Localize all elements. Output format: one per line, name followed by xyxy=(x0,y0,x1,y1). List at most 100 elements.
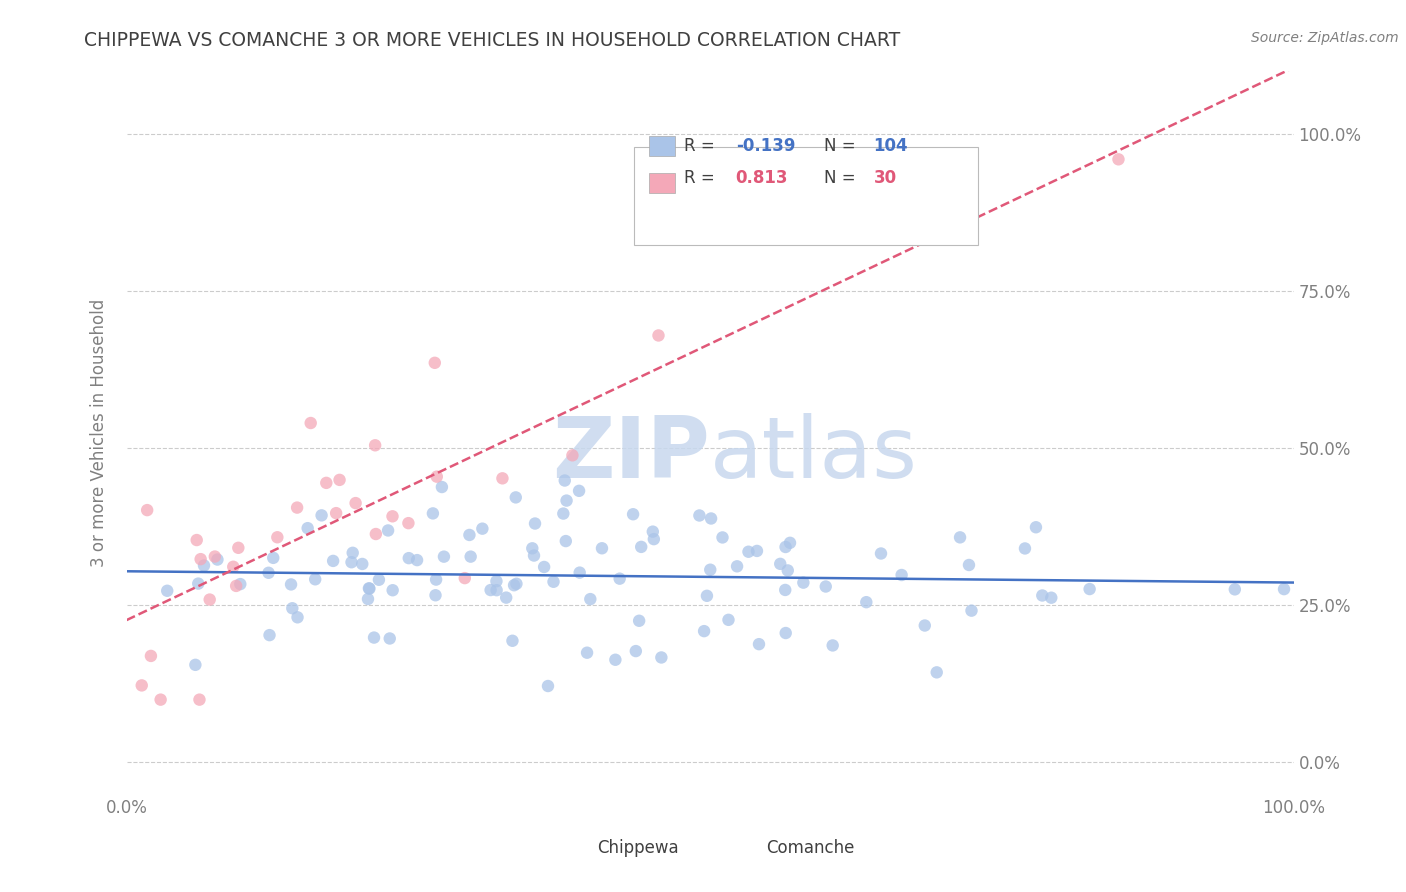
Point xyxy=(364,438,387,452)
Point xyxy=(257,566,280,580)
Point xyxy=(779,536,801,550)
Point xyxy=(262,550,284,565)
FancyBboxPatch shape xyxy=(634,147,979,244)
Point xyxy=(523,549,546,563)
Point xyxy=(315,475,337,490)
Point xyxy=(329,473,352,487)
Point xyxy=(621,507,644,521)
Point xyxy=(377,524,399,538)
Point xyxy=(821,639,844,653)
Point xyxy=(624,644,647,658)
Point xyxy=(156,583,179,598)
Point xyxy=(1031,589,1053,603)
Point xyxy=(711,531,734,545)
Point xyxy=(357,582,380,596)
Point xyxy=(131,678,153,692)
Point xyxy=(259,628,281,642)
Point xyxy=(285,500,308,515)
Point xyxy=(628,614,651,628)
Point xyxy=(136,503,159,517)
Point xyxy=(775,540,797,554)
Text: N =: N = xyxy=(824,169,862,186)
Point xyxy=(855,595,877,609)
Point xyxy=(368,573,391,587)
Text: R =: R = xyxy=(685,136,720,155)
Point xyxy=(775,626,797,640)
Point xyxy=(1025,520,1047,534)
Point xyxy=(553,507,575,521)
Point xyxy=(304,572,326,586)
Point xyxy=(207,552,229,566)
Point xyxy=(425,573,447,587)
Text: R =: R = xyxy=(685,169,720,186)
Point xyxy=(299,416,322,430)
Point xyxy=(485,574,508,589)
Point xyxy=(281,601,304,615)
Point xyxy=(776,564,799,578)
Point xyxy=(322,554,344,568)
Point xyxy=(501,633,523,648)
Point xyxy=(186,533,208,547)
Point xyxy=(344,496,367,510)
Text: CHIPPEWA VS COMANCHE 3 OR MORE VEHICLES IN HOUSEHOLD CORRELATION CHART: CHIPPEWA VS COMANCHE 3 OR MORE VEHICLES … xyxy=(84,31,901,50)
Y-axis label: 3 or more Vehicles in Household: 3 or more Vehicles in Household xyxy=(90,299,108,566)
Point xyxy=(187,576,209,591)
Text: 30: 30 xyxy=(873,169,897,186)
Text: Source: ZipAtlas.com: Source: ZipAtlas.com xyxy=(1251,31,1399,45)
Point xyxy=(554,474,576,488)
Point xyxy=(229,577,252,591)
Point xyxy=(287,610,309,624)
Point xyxy=(190,552,212,566)
Point xyxy=(641,524,664,539)
Text: Comanche: Comanche xyxy=(766,839,855,857)
Point xyxy=(914,618,936,632)
Bar xyxy=(564,838,591,859)
Text: -0.139: -0.139 xyxy=(735,136,796,155)
Point xyxy=(605,653,627,667)
Point xyxy=(696,589,718,603)
Point xyxy=(149,692,172,706)
Point xyxy=(422,507,444,521)
Point xyxy=(533,560,555,574)
Point xyxy=(688,508,710,523)
Point xyxy=(485,583,508,598)
Point xyxy=(396,516,419,530)
Point xyxy=(1272,582,1295,596)
Point xyxy=(398,551,420,566)
Point xyxy=(792,575,814,590)
Point xyxy=(505,576,527,591)
Text: N =: N = xyxy=(824,136,862,155)
Point xyxy=(561,448,583,462)
Point xyxy=(228,541,250,555)
Point xyxy=(555,493,578,508)
Point xyxy=(225,579,247,593)
Point xyxy=(491,471,513,485)
Point xyxy=(1040,591,1063,605)
Point xyxy=(814,580,837,594)
Point xyxy=(643,532,665,546)
Point xyxy=(890,568,912,582)
Point xyxy=(647,328,669,343)
Point xyxy=(280,577,302,591)
Point xyxy=(725,559,748,574)
Point xyxy=(363,631,385,645)
Point xyxy=(139,648,162,663)
Point xyxy=(693,624,716,639)
Point xyxy=(359,582,381,596)
Point xyxy=(471,522,494,536)
Point xyxy=(568,483,591,498)
Point xyxy=(430,480,453,494)
Point xyxy=(957,558,980,572)
Point xyxy=(352,557,374,571)
Point xyxy=(576,646,599,660)
Point xyxy=(717,613,740,627)
Point xyxy=(378,632,401,646)
Point xyxy=(737,545,759,559)
Point xyxy=(769,557,792,571)
Point xyxy=(184,657,207,672)
Point xyxy=(426,469,449,483)
Point xyxy=(949,530,972,544)
Point xyxy=(222,559,245,574)
Point xyxy=(342,546,364,560)
Point xyxy=(960,604,983,618)
